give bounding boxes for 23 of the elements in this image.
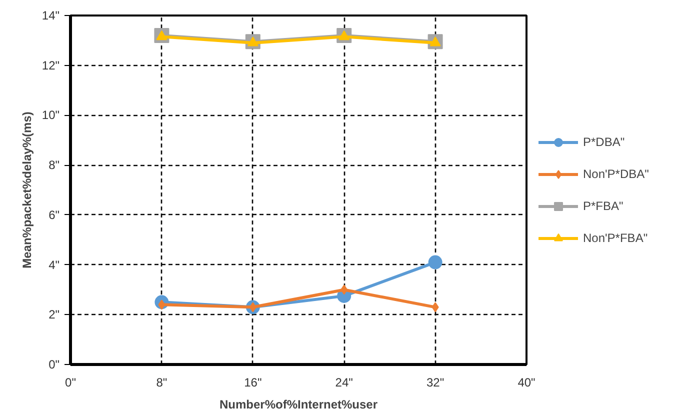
- y-tick-label: 2": [48, 308, 60, 322]
- legend-label: P*FBA": [583, 198, 624, 212]
- x-tick-label: 8": [156, 376, 168, 390]
- x-tick-label: 24": [335, 376, 353, 390]
- y-tick-label: 8": [48, 158, 60, 172]
- y-tick-label: 10": [42, 108, 60, 122]
- point: [428, 255, 442, 270]
- y-tick-label: 4": [48, 258, 60, 272]
- point: [340, 284, 348, 295]
- y-tick-label: 14": [42, 8, 60, 22]
- x-tick-label: 40": [518, 376, 536, 390]
- x-tick-label: 16": [244, 376, 262, 390]
- y-tick-label: 6": [48, 208, 60, 222]
- x-axis-title: Number%of%Internet%user: [219, 398, 378, 412]
- legend-label: Non'P*FBA": [583, 230, 648, 244]
- x-tick-label: 0": [65, 376, 76, 390]
- legend-label: P*DBA": [583, 134, 625, 148]
- point: [432, 302, 439, 312]
- y-axis-title: Mean%packet%delay%(ms): [20, 112, 34, 268]
- legend-label: Non'P*DBA": [583, 166, 649, 180]
- y-tick-label: 0": [48, 358, 60, 372]
- x-tick-label: 32": [426, 376, 444, 390]
- y-tick-label: 12": [42, 58, 60, 72]
